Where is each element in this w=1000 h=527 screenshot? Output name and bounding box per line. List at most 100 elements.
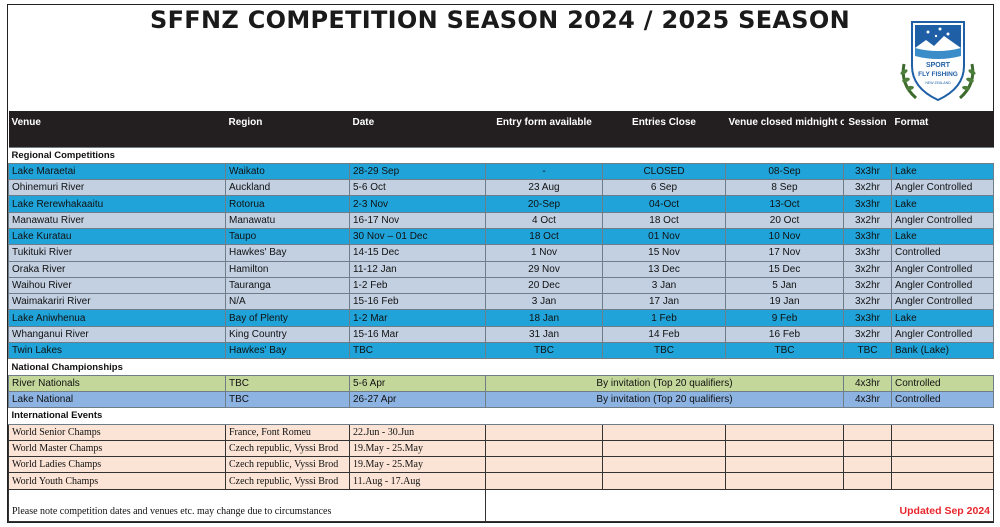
venue-cell: Ohinemuri River [8, 179, 226, 197]
date-cell: 15-16 Mar [349, 325, 486, 344]
format-cell: Lake [891, 195, 994, 213]
format-cell: Controlled [891, 244, 994, 262]
venue-cell: Whanganui River [8, 325, 226, 344]
venue-cell: World Senior Champs [8, 423, 226, 441]
region-cell: Hawkes' Bay [225, 244, 350, 262]
session-cell: 3x2hr [843, 211, 892, 229]
venue-closed-cell: 17 Nov [725, 244, 844, 262]
entry-form-cell: 18 Oct [485, 227, 603, 246]
date-cell: 2-3 Nov [349, 195, 486, 213]
venue-closed-cell: 20 Oct [725, 211, 844, 229]
region-cell: Hawkes' Bay [225, 342, 350, 360]
format-cell: Bank (Lake) [891, 342, 994, 360]
date-cell: 30 Nov – 01 Dec [349, 227, 486, 246]
region-cell: Waikato [225, 162, 350, 181]
session-cell: 4x3hr [843, 374, 892, 392]
venue-cell: Lake Kuratau [8, 227, 226, 246]
table-row: World Youth Champs Czech republic, Vyssi … [8, 472, 994, 490]
format-cell: Controlled [891, 390, 994, 409]
entries-close-cell [602, 456, 726, 474]
venue-cell: Manawatu River [8, 211, 226, 229]
date-cell: 28-29 Sep [349, 162, 486, 181]
entries-close-cell: TBC [602, 342, 726, 360]
date-cell: 15-16 Feb [349, 293, 486, 311]
date-cell: 16-17 Nov [349, 211, 486, 229]
entries-close-cell [602, 439, 726, 458]
region-cell: Czech republic, Vyssi Brod [225, 472, 350, 490]
session-cell [843, 472, 892, 490]
entries-close-cell: 6 Sep [602, 179, 726, 197]
format-cell [891, 472, 994, 490]
entries-close-cell: 18 Oct [602, 211, 726, 229]
date-cell: 19.May - 25.May [349, 456, 486, 474]
date-cell: 19.May - 25.May [349, 439, 486, 458]
entries-close-cell: 13 Dec [602, 260, 726, 278]
entry-form-cell: 23 Aug [485, 179, 603, 197]
venue-closed-cell: 10 Nov [725, 227, 844, 246]
col-venue: Venue [8, 111, 226, 147]
session-cell: 3x2hr [843, 276, 892, 295]
session-cell: 3x3hr [843, 195, 892, 213]
venue-cell: World Ladies Champs [8, 456, 226, 474]
venue-cell: Lake Maraetai [8, 162, 226, 181]
format-cell [891, 439, 994, 458]
col-venue-closed: Venue closed midnight of [725, 111, 844, 147]
table-row: Ohinemuri River Auckland 5-6 Oct 23 Aug 6 Se… [8, 179, 994, 197]
table-row: Lake Rerewhakaaitu Rotorua 2-3 Nov 20-Sep 04… [8, 195, 994, 213]
format-cell: Angler Controlled [891, 211, 994, 229]
region-cell: King Country [225, 325, 350, 344]
table-row: Lake Maraetai Waikato 28-29 Sep - CLOSED 08-S… [8, 162, 994, 181]
entry-form-cell [485, 472, 603, 490]
date-cell: TBC [349, 342, 486, 360]
format-cell [891, 456, 994, 474]
entries-close-cell [602, 423, 726, 441]
date-cell: 11.Aug - 17.Aug [349, 472, 486, 490]
session-cell: 3x3hr [843, 309, 892, 327]
entries-close-cell: 04-Oct [602, 195, 726, 213]
table-row: Lake National TBC 26-27 Apr By invitation (… [8, 390, 994, 409]
session-cell: 3x3hr [843, 162, 892, 181]
svg-text:SPORT: SPORT [926, 62, 951, 69]
format-cell: Angler Controlled [891, 276, 994, 295]
table-row: Manawatu River Manawatu 16-17 Nov 4 Oct 18 O… [8, 211, 994, 229]
venue-closed-cell [725, 423, 844, 441]
col-entries-close: Entries Close [602, 111, 726, 147]
region-cell: France, Font Romeu [225, 423, 350, 441]
table-row: World Ladies Champs Czech republic, Vyssi… [8, 456, 994, 474]
entries-close-cell: 17 Jan [602, 293, 726, 311]
format-cell: Angler Controlled [891, 293, 994, 311]
date-cell: 5-6 Apr [349, 374, 486, 392]
table-row: Twin Lakes Hawkes' Bay TBC TBC TBC TBC TBC Bank… [8, 342, 994, 360]
updated-date: Updated Sep 2024 [485, 488, 994, 522]
venue-closed-cell: 16 Feb [725, 325, 844, 344]
format-cell: Lake [891, 309, 994, 327]
disclaimer-note: Please note competition dates and venues… [8, 488, 486, 522]
venue-cell: Waihou River [8, 276, 226, 295]
entries-close-cell: 01 Nov [602, 227, 726, 246]
format-cell: Lake [891, 227, 994, 246]
table-row: Waihou River Tauranga 1-2 Feb 20 Dec 3 Jan 5 … [8, 276, 994, 295]
entries-close-cell: 3 Jan [602, 276, 726, 295]
footer-row: Please note competition dates and venues… [8, 488, 994, 522]
section-title: International Events [8, 407, 994, 425]
venue-closed-cell [725, 456, 844, 474]
region-cell: Czech republic, Vyssi Brod [225, 439, 350, 458]
region-cell: TBC [225, 374, 350, 392]
table-row: World Master Champs Czech republic, Vyssi… [8, 439, 994, 458]
entry-form-cell: 4 Oct [485, 211, 603, 229]
venue-cell: Waimakariri River [8, 293, 226, 311]
entry-form-cell: - [485, 162, 603, 181]
table-row: Tukituki River Hawkes' Bay 14-15 Dec 1 Nov 1… [8, 244, 994, 262]
format-cell: Lake [891, 162, 994, 181]
session-cell [843, 439, 892, 458]
entries-close-cell: 14 Feb [602, 325, 726, 344]
section-title: National Championships [8, 358, 994, 376]
entries-close-cell: CLOSED [602, 162, 726, 181]
venue-closed-cell: TBC [725, 342, 844, 360]
entry-form-cell: 20 Dec [485, 276, 603, 295]
entry-form-cell: 18 Jan [485, 309, 603, 327]
session-cell: 3x3hr [843, 244, 892, 262]
region-cell: N/A [225, 293, 350, 311]
region-cell: Auckland [225, 179, 350, 197]
format-cell [891, 423, 994, 441]
